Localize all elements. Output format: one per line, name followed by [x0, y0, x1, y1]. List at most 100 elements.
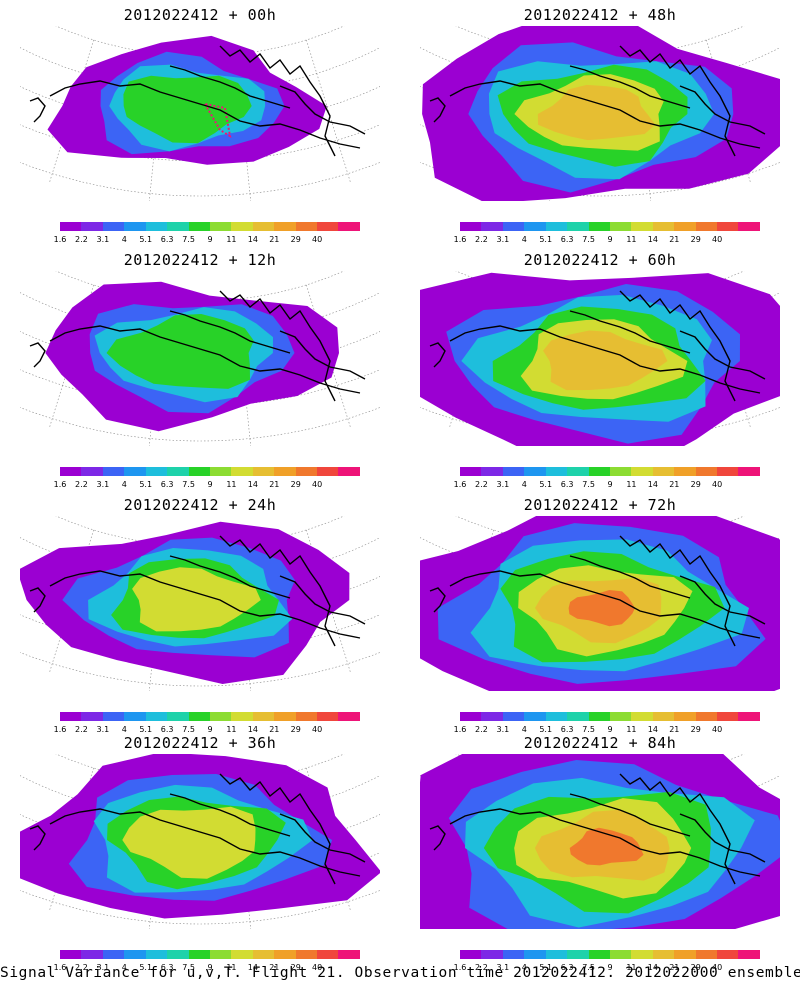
colorbar-tick-label: 4: [521, 963, 527, 972]
colorbar-tick-label: 11: [626, 725, 637, 734]
colorbar-tick-label: 1.6: [53, 235, 67, 244]
colorbar-swatch: [81, 950, 103, 959]
colorbar-tick-label: 14: [247, 235, 258, 244]
colorbar-swatch: [717, 950, 739, 959]
variance-field: [420, 272, 780, 446]
coastlines: [429, 45, 766, 157]
colorbar-swatch: [338, 950, 360, 959]
colorbar-swatch: [674, 222, 696, 231]
colorbar-tick-label: 21: [269, 235, 280, 244]
colorbar-swatch: [102, 467, 125, 476]
colorbar-tick-label: 14: [247, 963, 258, 972]
colorbar-swatch: [481, 467, 503, 476]
colorbar-tick-label: 40: [712, 235, 723, 244]
colorbar-tick-label: 14: [647, 235, 658, 244]
colorbar-swatch: [738, 222, 760, 231]
colorbar-tick-label: 4: [521, 480, 527, 489]
colorbar-tick-label: 40: [712, 725, 723, 734]
colorbar-swatch: [652, 222, 675, 231]
colorbar-tick-label: 40: [712, 963, 723, 972]
colorbar-tick-label: 4: [521, 725, 527, 734]
colorbar-tick-label: 5.1: [539, 963, 553, 972]
panel-12h: 2012022412 + 12h 1.6 2.2 3.1 4 5.1 6.3 7.5 9 11 1…: [0, 245, 400, 490]
colorbar-tick-label: 5.1: [539, 725, 553, 734]
colorbar-tick-label: 1.6: [53, 963, 67, 972]
colorbar-swatch: [188, 467, 210, 476]
colorbar-swatch: [545, 712, 568, 721]
colorbar-swatch: [674, 467, 696, 476]
colorbar-swatch: [145, 222, 168, 231]
colorbar-swatch: [338, 712, 360, 721]
colorbar-tick-label: 3.1: [496, 480, 510, 489]
colorbar-swatch: [209, 712, 232, 721]
colorbar-swatch: [609, 222, 632, 231]
colorbar-tick-label: 3.1: [96, 480, 110, 489]
colorbar-swatch: [209, 467, 232, 476]
colorbar-tick-label: 11: [226, 235, 237, 244]
colorbar-tick-label: 11: [626, 480, 637, 489]
colorbar-swatch: [545, 467, 568, 476]
colorbar-swatch: [631, 467, 653, 476]
variance-map: [20, 754, 380, 929]
colorbar-swatch: [738, 950, 760, 959]
colorbar-swatch: [502, 950, 525, 959]
colorbar-tick-label: 40: [712, 480, 723, 489]
colorbar-tick-label: 4: [121, 725, 127, 734]
colorbar-tick-label: 5.1: [139, 235, 153, 244]
coastlines: [429, 290, 766, 402]
colorbar-swatch: [60, 222, 82, 231]
colorbar-swatch: [460, 712, 482, 721]
colorbar-tick-label: 6.3: [160, 480, 174, 489]
colorbar-swatch: [524, 950, 546, 959]
colorbar-swatch: [252, 222, 275, 231]
colorbar: [60, 467, 360, 476]
colorbar-swatch: [231, 467, 253, 476]
colorbar-tick-label: 9: [607, 480, 613, 489]
panel-title: 2012022412 + 72h: [523, 496, 677, 514]
colorbar-swatch: [274, 222, 296, 231]
colorbar-tick-label: 9: [207, 725, 213, 734]
colorbar-swatch: [274, 712, 296, 721]
colorbar-tick-label: 14: [247, 725, 258, 734]
colorbar: [60, 950, 360, 959]
colorbar-swatch: [274, 950, 296, 959]
colorbar-swatch: [188, 712, 210, 721]
colorbar-swatch: [631, 950, 653, 959]
colorbar-tick-label: 7.5: [582, 480, 595, 489]
panel-title: 2012022412 + 36h: [123, 734, 277, 752]
colorbar-tick-label: 9: [607, 235, 613, 244]
colorbar-tick-label: 6.3: [160, 963, 174, 972]
colorbar-tick-label: 3.1: [96, 725, 110, 734]
colorbar-labels: 1.6 2.2 3.1 4 5.1 6.3 7.5 9 11 14 21 29 40: [54, 725, 365, 735]
colorbar-swatch: [588, 712, 610, 721]
colorbar-tick-label: 2.2: [475, 725, 488, 734]
coastlines: [429, 773, 766, 885]
colorbar-swatch: [588, 950, 610, 959]
colorbar-tick-label: 3.1: [496, 963, 510, 972]
colorbar-swatch: [124, 222, 146, 231]
colorbar-tick-label: 7.5: [182, 725, 195, 734]
colorbar-swatch: [252, 712, 275, 721]
colorbar-tick-label: 14: [647, 725, 658, 734]
colorbar-tick-label: 2.2: [75, 963, 88, 972]
variance-field: [420, 516, 780, 691]
colorbar-labels: 1.6 2.2 3.1 4 5.1 6.3 7.5 9 11 14 21 29 40: [454, 963, 765, 973]
colorbar-swatch: [124, 467, 146, 476]
colorbar-labels: 1.6 2.2 3.1 4 5.1 6.3 7.5 9 11 14 21 29 40: [53, 235, 365, 245]
colorbar-tick-label: 29: [690, 235, 701, 244]
colorbar-tick-label: 3.1: [496, 725, 510, 734]
colorbar-swatch: [460, 950, 482, 959]
colorbar-swatch: [674, 712, 696, 721]
colorbar-tick-label: 4: [121, 235, 127, 244]
colorbar-tick-label: 40: [312, 963, 323, 972]
colorbar-swatch: [188, 950, 210, 959]
colorbar-tick-label: 1.6: [53, 480, 67, 489]
colorbar-tick-label: 7.5: [582, 963, 595, 972]
colorbar-swatch: [252, 467, 275, 476]
colorbar-tick-label: 7.5: [182, 963, 195, 972]
panel-48h: 2012022412 + 48h 1.6 2.2 3.1 4 5.1 6.3 7.5 9 11 1…: [400, 0, 800, 245]
colorbar-swatch: [524, 467, 546, 476]
colorbar-swatch: [231, 222, 253, 231]
panel-00h: 2012022412 + 00h 1.6 2.2 3.1 4 5.1 6.3 7.5 9 11 1…: [0, 0, 400, 245]
colorbar-swatch: [481, 950, 503, 959]
